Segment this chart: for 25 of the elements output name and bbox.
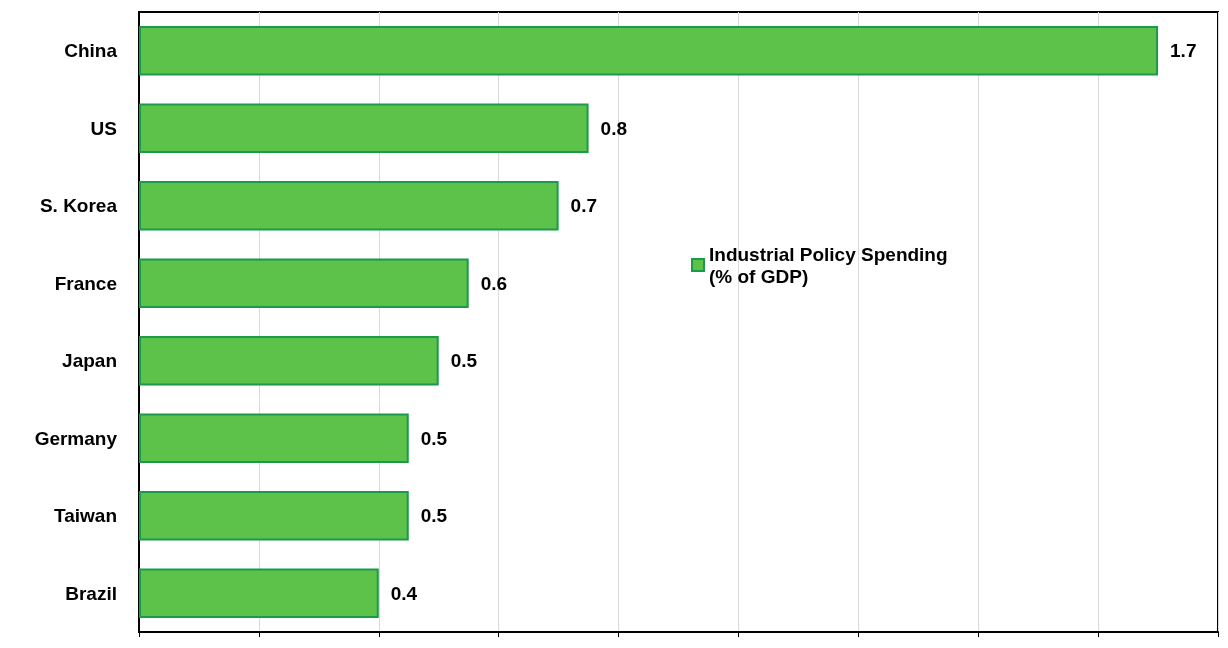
y-tick-label: Taiwan: [54, 505, 117, 527]
data-label: 0.7: [570, 195, 598, 217]
data-label: 0.5: [420, 427, 448, 449]
y-tick-label: Japan: [62, 350, 117, 372]
bar: [139, 335, 439, 386]
data-label: 0.5: [450, 350, 478, 372]
bar: [139, 25, 1159, 76]
data-label: 0.4: [390, 582, 418, 604]
y-tick-label: China: [64, 40, 118, 62]
y-tick-label: France: [54, 272, 117, 294]
data-label: 0.5: [420, 505, 448, 527]
bar: [139, 413, 409, 464]
y-tick-label: S. Korea: [39, 195, 118, 217]
bar: [139, 103, 589, 154]
bar: [139, 258, 469, 309]
data-label: 1.7: [1170, 40, 1197, 62]
y-tick-label: Brazil: [65, 582, 117, 604]
bar: [139, 568, 379, 619]
data-label: 0.8: [600, 117, 628, 139]
y-tick-label: Germany: [34, 427, 118, 449]
bar: [139, 180, 559, 231]
y-tick-label: US: [90, 117, 117, 139]
data-label: 0.6: [480, 272, 508, 294]
legend-label: Industrial Policy Spending (% of GDP): [709, 243, 948, 287]
bar: [139, 490, 409, 541]
